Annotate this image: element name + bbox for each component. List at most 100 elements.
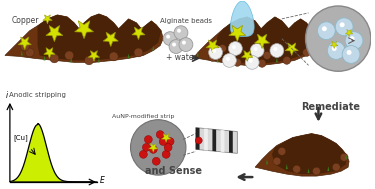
Circle shape	[332, 163, 340, 171]
Polygon shape	[44, 48, 55, 58]
Polygon shape	[103, 32, 118, 46]
Text: Alginate beads: Alginate beads	[160, 18, 212, 24]
Circle shape	[322, 26, 327, 31]
Circle shape	[174, 26, 188, 40]
Circle shape	[226, 57, 230, 61]
Circle shape	[340, 22, 345, 27]
Text: AuNP-modified strip: AuNP-modified strip	[112, 114, 175, 119]
Polygon shape	[345, 29, 353, 37]
Polygon shape	[128, 53, 129, 58]
Polygon shape	[246, 59, 248, 64]
Circle shape	[250, 44, 264, 57]
Circle shape	[25, 48, 34, 57]
Circle shape	[346, 50, 351, 55]
Polygon shape	[217, 57, 219, 62]
Polygon shape	[255, 34, 270, 49]
Circle shape	[273, 47, 278, 51]
Polygon shape	[132, 27, 145, 40]
Circle shape	[209, 53, 217, 61]
Polygon shape	[266, 159, 268, 164]
Circle shape	[219, 45, 226, 53]
Circle shape	[209, 46, 222, 59]
Polygon shape	[229, 26, 246, 42]
Polygon shape	[88, 51, 100, 61]
Circle shape	[254, 47, 258, 51]
Circle shape	[233, 58, 241, 66]
Circle shape	[166, 138, 174, 145]
Text: E: E	[100, 176, 105, 185]
Circle shape	[159, 138, 167, 145]
Circle shape	[258, 59, 266, 67]
Polygon shape	[196, 128, 200, 150]
Polygon shape	[38, 14, 161, 60]
Circle shape	[156, 131, 164, 139]
Circle shape	[245, 55, 259, 69]
Polygon shape	[197, 51, 199, 57]
Polygon shape	[327, 166, 329, 171]
Text: Copper: Copper	[12, 16, 39, 25]
Polygon shape	[221, 130, 225, 152]
Polygon shape	[44, 55, 45, 60]
Text: [Cu]: [Cu]	[14, 135, 28, 141]
Circle shape	[149, 145, 157, 153]
Polygon shape	[5, 14, 163, 62]
Polygon shape	[46, 26, 63, 42]
Polygon shape	[43, 15, 52, 24]
Circle shape	[340, 153, 348, 161]
Circle shape	[303, 49, 310, 57]
Polygon shape	[161, 133, 171, 143]
Circle shape	[306, 6, 371, 71]
Polygon shape	[255, 134, 349, 176]
Circle shape	[50, 54, 59, 63]
Circle shape	[65, 51, 74, 60]
Polygon shape	[152, 46, 154, 50]
Polygon shape	[310, 50, 312, 54]
Polygon shape	[345, 154, 347, 159]
Circle shape	[177, 29, 181, 33]
Circle shape	[109, 52, 118, 61]
Circle shape	[172, 43, 176, 46]
Text: i: i	[6, 91, 8, 100]
Circle shape	[130, 120, 186, 175]
Circle shape	[179, 38, 193, 51]
Polygon shape	[196, 128, 237, 153]
Polygon shape	[276, 57, 278, 62]
Circle shape	[342, 46, 360, 63]
Circle shape	[166, 35, 170, 39]
Text: Remediate: Remediate	[302, 102, 361, 112]
Circle shape	[134, 48, 143, 57]
Polygon shape	[285, 43, 298, 55]
Polygon shape	[206, 40, 219, 53]
Circle shape	[212, 49, 216, 53]
Circle shape	[232, 45, 236, 49]
Circle shape	[140, 150, 147, 158]
Circle shape	[293, 165, 301, 173]
Polygon shape	[21, 50, 23, 55]
Circle shape	[332, 46, 337, 51]
Polygon shape	[75, 21, 93, 39]
Polygon shape	[193, 17, 316, 65]
Circle shape	[182, 41, 186, 45]
Polygon shape	[272, 134, 346, 174]
Circle shape	[249, 59, 253, 63]
Text: + water: + water	[166, 53, 197, 62]
Polygon shape	[330, 41, 338, 49]
Circle shape	[142, 143, 150, 151]
Circle shape	[84, 56, 93, 65]
Polygon shape	[18, 37, 31, 50]
Circle shape	[312, 167, 320, 175]
Polygon shape	[212, 129, 216, 151]
Circle shape	[335, 18, 353, 36]
Circle shape	[283, 57, 291, 64]
Polygon shape	[98, 57, 100, 62]
Circle shape	[162, 150, 170, 158]
Circle shape	[152, 157, 160, 165]
Circle shape	[263, 51, 271, 59]
Circle shape	[163, 32, 177, 46]
Circle shape	[273, 157, 281, 165]
Circle shape	[345, 32, 363, 50]
Polygon shape	[230, 1, 254, 37]
Polygon shape	[229, 131, 233, 153]
Circle shape	[278, 147, 286, 155]
Text: and Sense: and Sense	[144, 166, 201, 176]
